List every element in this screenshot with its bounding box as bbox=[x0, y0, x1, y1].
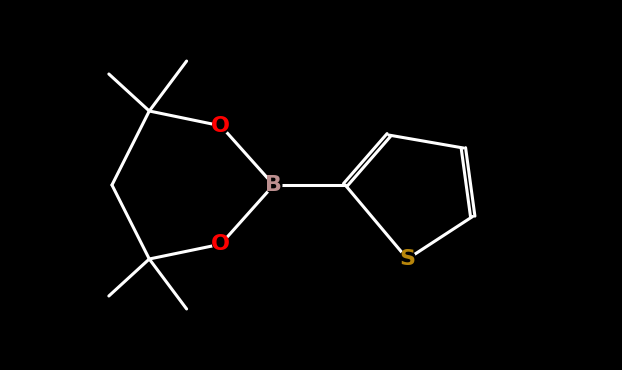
Text: B: B bbox=[265, 175, 282, 195]
Circle shape bbox=[399, 251, 415, 267]
Circle shape bbox=[213, 118, 229, 134]
Text: S: S bbox=[399, 249, 415, 269]
Circle shape bbox=[213, 236, 229, 252]
Text: O: O bbox=[211, 116, 230, 136]
Circle shape bbox=[266, 177, 282, 193]
Text: O: O bbox=[211, 234, 230, 254]
